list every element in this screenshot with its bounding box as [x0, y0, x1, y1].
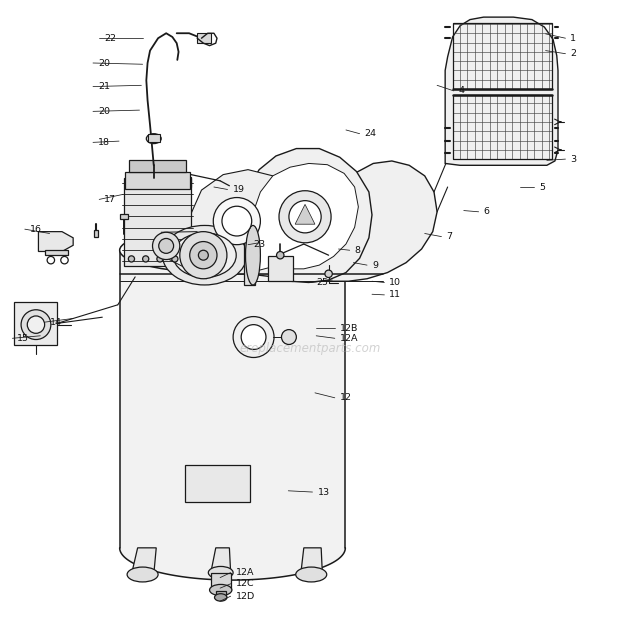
Bar	[94, 230, 98, 236]
Ellipse shape	[222, 207, 252, 236]
Polygon shape	[319, 161, 437, 281]
Ellipse shape	[277, 251, 284, 259]
Bar	[45, 250, 68, 255]
Polygon shape	[14, 302, 57, 345]
Ellipse shape	[157, 256, 163, 262]
Text: 25: 25	[316, 278, 328, 287]
Ellipse shape	[190, 241, 217, 269]
Polygon shape	[295, 205, 315, 224]
Ellipse shape	[173, 233, 236, 277]
Ellipse shape	[246, 225, 260, 285]
Bar	[216, 592, 226, 598]
Ellipse shape	[180, 231, 227, 279]
Ellipse shape	[296, 567, 327, 582]
Ellipse shape	[233, 317, 274, 358]
Bar	[148, 134, 160, 142]
Bar	[244, 225, 255, 285]
Ellipse shape	[279, 191, 331, 243]
Bar	[124, 178, 191, 266]
Text: 23: 23	[253, 240, 265, 249]
Text: 12D: 12D	[236, 592, 255, 601]
Text: 11: 11	[389, 290, 401, 299]
Text: 4: 4	[459, 86, 465, 95]
Text: 12C: 12C	[236, 579, 254, 588]
Bar	[125, 172, 190, 189]
Polygon shape	[38, 231, 73, 251]
Ellipse shape	[213, 198, 260, 244]
Text: 14: 14	[50, 318, 61, 327]
Text: 5: 5	[539, 182, 546, 192]
Text: 12A: 12A	[340, 334, 358, 343]
Bar	[129, 160, 186, 172]
Ellipse shape	[128, 256, 135, 262]
Ellipse shape	[47, 256, 55, 264]
Text: 3: 3	[570, 155, 577, 164]
Text: 1: 1	[570, 34, 577, 43]
Ellipse shape	[146, 134, 161, 144]
Bar	[453, 22, 552, 89]
Text: 24: 24	[365, 129, 376, 138]
Text: 8: 8	[355, 246, 361, 255]
Ellipse shape	[210, 585, 232, 596]
Ellipse shape	[215, 594, 227, 601]
Bar	[197, 33, 211, 42]
Ellipse shape	[127, 567, 158, 582]
Ellipse shape	[61, 256, 68, 264]
Text: 12A: 12A	[236, 568, 254, 577]
Ellipse shape	[159, 238, 174, 253]
Text: 7: 7	[446, 232, 453, 241]
Text: 17: 17	[104, 195, 116, 204]
Ellipse shape	[143, 256, 149, 262]
Text: 6: 6	[484, 207, 490, 216]
Polygon shape	[301, 548, 322, 575]
Bar	[185, 465, 250, 502]
Text: 2: 2	[570, 49, 577, 58]
Ellipse shape	[289, 201, 321, 233]
Text: 12: 12	[340, 393, 352, 402]
Ellipse shape	[162, 225, 247, 285]
Polygon shape	[251, 164, 358, 271]
Ellipse shape	[281, 330, 296, 345]
Polygon shape	[131, 548, 156, 575]
Text: 22: 22	[104, 34, 116, 43]
Text: 10: 10	[389, 278, 401, 287]
Ellipse shape	[120, 226, 345, 274]
Text: 20: 20	[98, 107, 110, 116]
Ellipse shape	[172, 256, 178, 262]
Ellipse shape	[241, 325, 266, 350]
Text: ereplacementparts.com: ereplacementparts.com	[239, 341, 381, 355]
Polygon shape	[241, 149, 372, 282]
Text: 16: 16	[30, 225, 42, 234]
Ellipse shape	[153, 232, 180, 259]
Text: 21: 21	[98, 82, 110, 91]
Polygon shape	[211, 548, 231, 573]
Text: 15: 15	[17, 334, 29, 343]
Bar	[268, 256, 293, 281]
Bar	[453, 95, 552, 159]
Ellipse shape	[208, 567, 233, 579]
Polygon shape	[185, 170, 290, 274]
Ellipse shape	[27, 316, 45, 333]
Text: 19: 19	[232, 185, 244, 194]
Text: 13: 13	[317, 488, 330, 496]
Text: 12B: 12B	[340, 324, 358, 333]
Polygon shape	[445, 17, 558, 165]
Text: 20: 20	[98, 58, 110, 68]
Text: 9: 9	[372, 261, 378, 269]
Ellipse shape	[325, 270, 332, 277]
Ellipse shape	[21, 310, 51, 340]
Bar	[211, 573, 231, 590]
Text: 18: 18	[98, 138, 110, 147]
Bar	[120, 215, 128, 219]
Ellipse shape	[198, 250, 208, 260]
Polygon shape	[120, 226, 345, 580]
